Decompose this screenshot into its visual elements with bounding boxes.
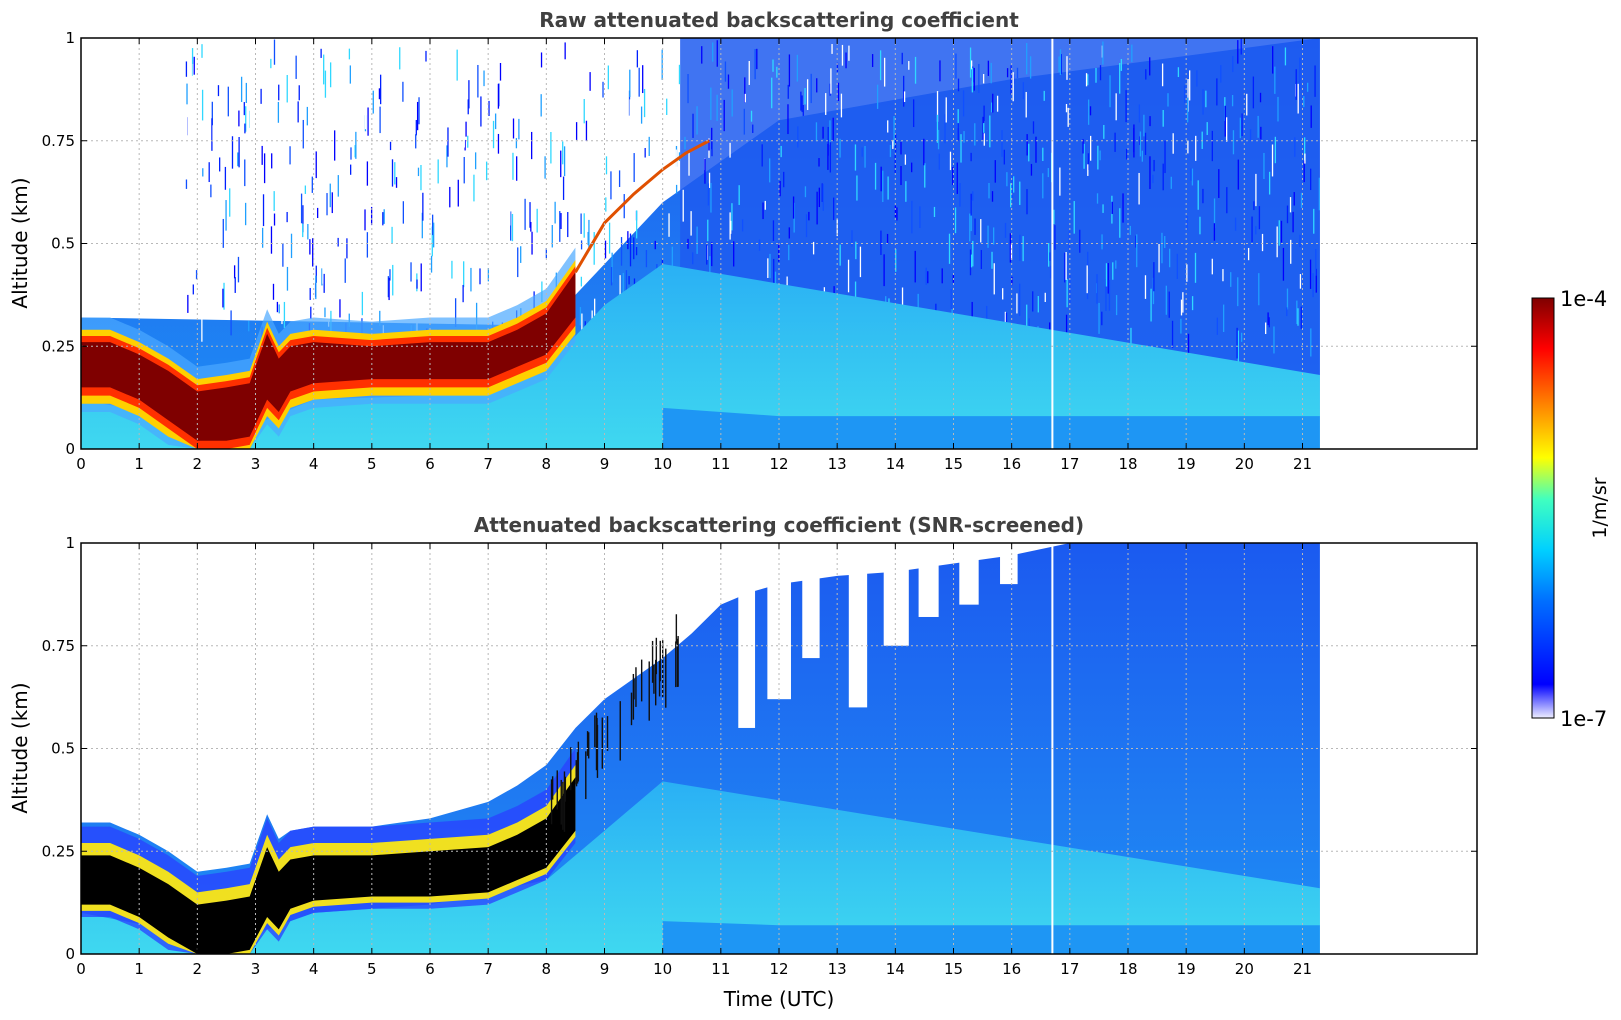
x-tick-label: 17	[1060, 960, 1079, 978]
x-tick-label: 12	[769, 455, 788, 473]
x-tick-label: 18	[1118, 960, 1137, 978]
y-axis-label: Altitude (km)	[8, 177, 32, 308]
chart-title: Attenuated backscattering coefficient (S…	[474, 513, 1084, 537]
y-tick-label: 1	[65, 29, 75, 47]
x-tick-label: 9	[600, 455, 610, 473]
gridlines	[80, 37, 1477, 450]
panel-snr-screened: Attenuated backscattering coefficient (S…	[8, 513, 1478, 1011]
x-tick-label: 13	[828, 455, 847, 473]
y-axis-label: Altitude (km)	[8, 682, 32, 813]
rise-streaks	[550, 614, 679, 832]
x-tick-label: 20	[1235, 960, 1254, 978]
x-tick-label: 16	[1002, 455, 1021, 473]
surface-layer	[662, 921, 1320, 954]
y-tick-label: 0.75	[42, 637, 75, 655]
x-tick-label: 21	[1293, 960, 1312, 978]
x-tick-label: 4	[309, 455, 319, 473]
y-tick-label: 0.5	[51, 235, 75, 253]
y-tick-label: 0.25	[42, 337, 75, 355]
colorbar: 1e-4 1e-7 1/m/sr	[1531, 287, 1611, 731]
boundary-layer	[81, 272, 576, 441]
x-tick-label: 19	[1177, 960, 1196, 978]
colorbar-gradient	[1531, 297, 1555, 719]
x-tick-label: 7	[483, 960, 493, 978]
y-axis: 0 0.25 0.5 0.75 1	[42, 29, 1477, 458]
x-tick-label: 20	[1235, 455, 1254, 473]
x-tick-label: 1	[134, 455, 144, 473]
x-tick-label: 7	[483, 455, 493, 473]
colorbar-max-label: 1e-4	[1560, 287, 1607, 311]
x-tick-label: 15	[944, 960, 963, 978]
x-tick-label: 11	[711, 960, 730, 978]
screened-gaps	[738, 543, 1018, 728]
x-tick-label: 4	[309, 960, 319, 978]
x-tick-label: 14	[886, 455, 905, 473]
x-tick-label: 15	[944, 455, 963, 473]
no-data-region	[1319, 543, 1477, 954]
near-ground-layer	[81, 781, 1320, 954]
heatmap-area	[81, 543, 1477, 954]
y-tick-label: 0.25	[42, 842, 75, 860]
y-tick-label: 1	[65, 534, 75, 552]
x-tick-label: 5	[367, 960, 377, 978]
colorbar-unit-label: 1/m/sr	[1589, 477, 1611, 538]
x-tick-label: 12	[769, 960, 788, 978]
no-data-region	[1319, 38, 1477, 449]
x-tick-label: 21	[1293, 455, 1312, 473]
x-tick-label: 10	[653, 960, 672, 978]
x-tick-label: 0	[76, 455, 86, 473]
x-tick-label: 6	[425, 455, 435, 473]
x-tick-label: 18	[1118, 455, 1137, 473]
x-tick-label: 8	[542, 960, 552, 978]
x-tick-label: 3	[251, 455, 261, 473]
x-tick-label: 5	[367, 455, 377, 473]
colorbar-min-label: 1e-7	[1560, 707, 1607, 731]
aerosol-rise	[574, 139, 710, 274]
boundary-layer	[81, 777, 576, 954]
x-tick-label: 3	[251, 960, 261, 978]
x-tick-label: 17	[1060, 455, 1079, 473]
x-tick-label: 0	[76, 960, 86, 978]
x-tick-label: 11	[711, 455, 730, 473]
x-tick-label: 13	[828, 960, 847, 978]
x-axis-label: Time (UTC)	[723, 987, 835, 1011]
x-tick-label: 9	[600, 960, 610, 978]
x-tick-label: 6	[425, 960, 435, 978]
chart-title: Raw attenuated backscattering coefficien…	[539, 8, 1019, 32]
x-tick-label: 2	[193, 960, 203, 978]
x-tick-label: 1	[134, 960, 144, 978]
surface-layer	[662, 407, 1320, 449]
x-tick-label: 10	[653, 455, 672, 473]
y-tick-label: 0	[65, 945, 75, 963]
panel-raw: Raw attenuated backscattering coefficien…	[8, 8, 1478, 473]
y-tick-label: 0	[65, 440, 75, 458]
x-axis: 0 1 2 3 4 5 6 7 8 9 10 11 12 13 14 15 16 17 18 19 20 21	[76, 543, 1312, 978]
x-tick-label: 14	[886, 960, 905, 978]
x-tick-label: 8	[542, 455, 552, 473]
x-tick-label: 2	[193, 455, 203, 473]
noise-streaks	[185, 38, 1321, 363]
x-tick-label: 19	[1177, 455, 1196, 473]
y-axis: 0 0.25 0.5 0.75 1	[42, 534, 1477, 963]
y-tick-label: 0.75	[42, 132, 75, 150]
x-axis: 0 1 2 3 4 5 6 7 8 9 10 11 12 13 14 15 16 17 18 19 20 21	[76, 38, 1312, 473]
x-tick-label: 16	[1002, 960, 1021, 978]
y-tick-label: 0.5	[51, 740, 75, 758]
